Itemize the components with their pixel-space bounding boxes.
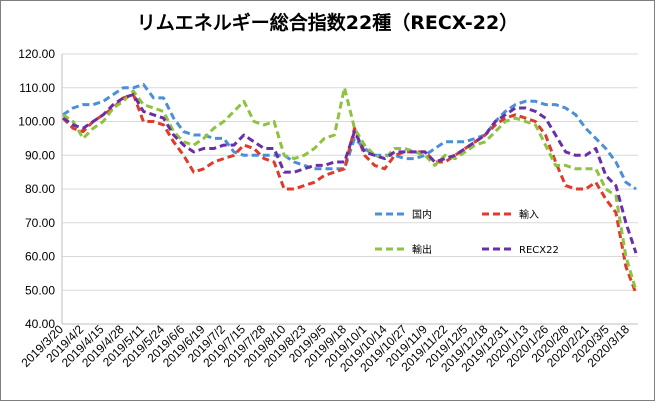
gridlines xyxy=(61,53,638,325)
y-tick-label: 60.00 xyxy=(25,250,55,264)
y-tick-label: 120.00 xyxy=(18,47,55,61)
chart-title: リムエネルギー総合指数22種（RECX-22） xyxy=(136,12,519,34)
x-axis-ticks: 2019/3/202019/4/22019/4/152019/4/282019/… xyxy=(18,322,632,375)
legend-label: 輸入 xyxy=(519,208,539,221)
legend-label: 国内 xyxy=(412,208,432,221)
y-tick-label: 70.00 xyxy=(25,216,55,230)
series-lines xyxy=(61,82,638,295)
y-axis-ticks: 40.00 50.00 60.00 70.00 80.00 90.00 100.00 110.… xyxy=(18,47,55,331)
series-line-2 xyxy=(61,93,638,295)
series-line-3 xyxy=(62,86,638,291)
series-line-4 xyxy=(62,93,638,254)
y-tick-label: 80.00 xyxy=(25,182,55,196)
legend-label: RECX22 xyxy=(519,245,559,256)
y-tick-label: 100.00 xyxy=(18,115,55,129)
series-line-1 xyxy=(62,82,637,191)
y-tick-label: 90.00 xyxy=(25,148,55,162)
legend-label: 輸出 xyxy=(412,243,432,256)
y-tick-label: 50.00 xyxy=(25,283,55,297)
y-tick-label: 110.00 xyxy=(19,81,55,95)
y-tick-label: 40.00 xyxy=(25,317,55,331)
